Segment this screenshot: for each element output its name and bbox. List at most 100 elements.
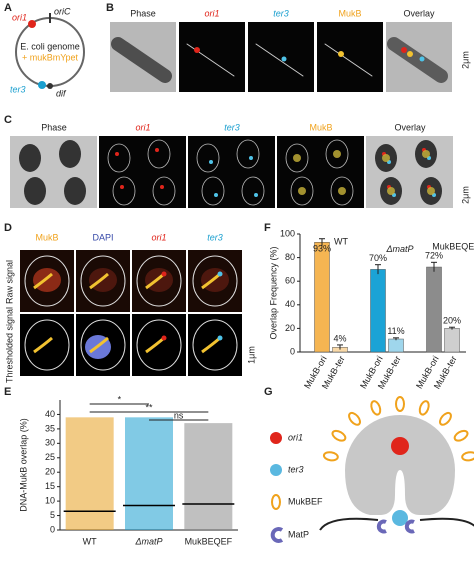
dif-dot: [47, 83, 53, 89]
image: [317, 22, 383, 92]
spot: [155, 148, 159, 152]
column-header: ori1: [204, 8, 219, 18]
label: E. coli genome: [20, 41, 80, 51]
value-label: 70%: [369, 253, 387, 263]
value-label: 20%: [443, 316, 461, 326]
ter-dot: [38, 81, 46, 89]
matp: [376, 519, 387, 534]
letter: G: [264, 386, 273, 398]
cell: [241, 176, 265, 206]
value-label: 72%: [425, 251, 443, 261]
letter: A: [4, 2, 12, 14]
y-tick-label: 15: [45, 481, 55, 491]
distribution: [184, 423, 233, 530]
spot: [293, 154, 301, 162]
image: [132, 314, 186, 376]
column-header: Overlay: [394, 122, 426, 132]
panel-letters: A B C D E F G: [4, 2, 273, 398]
y-tick-label: 40: [45, 409, 55, 419]
column-header: MukB: [338, 8, 361, 18]
spot: [427, 187, 435, 195]
label: + mukBmYpet: [22, 52, 79, 62]
spot: [387, 187, 395, 195]
image: [179, 22, 245, 92]
cell: [285, 143, 309, 173]
image: [20, 314, 74, 376]
panel-a: ori1 oriC E. coli genome + mukBmYpet ter…: [10, 6, 85, 98]
cell: [64, 177, 86, 205]
cell: [59, 140, 81, 168]
mukbef: [438, 411, 452, 426]
mukbef: [418, 400, 430, 416]
significance-label: *: [118, 394, 122, 404]
image: [188, 314, 242, 376]
mukbef-complex: [345, 415, 455, 515]
micrographs: Phase ori1 ter3 MukB Overlay 2μm Phase ori1 ter3…: [10, 8, 470, 376]
x-tick-label: WT: [83, 536, 97, 546]
signal: [33, 336, 53, 354]
label: ter3: [10, 84, 26, 94]
column-header: Phase: [130, 8, 156, 18]
scale-label: 1μm: [246, 346, 256, 364]
spot: [209, 160, 213, 164]
y-axis-label: DNA-MukB overlap (%): [18, 418, 28, 512]
legend-label: MatP: [288, 529, 309, 539]
value-label: 4%: [333, 333, 346, 343]
spot: [298, 187, 306, 195]
spot: [401, 47, 407, 53]
value-label: 11%: [387, 326, 404, 336]
column-header: ter3: [224, 122, 240, 132]
y-tick-label: 100: [280, 228, 295, 238]
mukbef: [348, 411, 362, 426]
letter: B: [106, 2, 114, 14]
mukbef-rings: [322, 396, 474, 534]
significance-label: ns: [174, 410, 184, 420]
spot: [161, 335, 167, 341]
letter: D: [4, 222, 12, 234]
label: ori1: [12, 12, 27, 22]
mukbef: [395, 396, 405, 412]
cell: [192, 255, 238, 307]
y-tick-label: 30: [45, 438, 55, 448]
y-tick-label: 40: [285, 299, 295, 309]
cell: [236, 139, 260, 169]
column-header: MukB: [35, 232, 58, 242]
column-header: ori1: [135, 122, 150, 132]
letter: F: [264, 222, 271, 234]
mukbef: [370, 400, 382, 416]
cell: [19, 144, 41, 172]
letter: C: [4, 114, 12, 126]
column-header: ter3: [273, 8, 289, 18]
signal: [89, 336, 109, 354]
mukbef: [322, 451, 339, 462]
group-label: MukBEQEF: [432, 241, 474, 251]
cell: [152, 176, 176, 206]
y-tick-label: 0: [290, 346, 295, 356]
cell: [325, 139, 349, 169]
y-tick-label: 80: [285, 252, 295, 262]
y-tick-label: 60: [285, 276, 295, 286]
spot: [407, 51, 413, 57]
cell: [112, 176, 136, 206]
mukbef: [461, 451, 474, 462]
group-label: WT: [334, 237, 348, 247]
column-header: Overlay: [403, 8, 435, 18]
y-axis-label: Overlap Frequency (%): [268, 246, 278, 339]
spot: [419, 56, 425, 62]
dna: [319, 517, 474, 531]
image: [248, 22, 314, 92]
cell: [192, 319, 238, 371]
y-tick-label: 35: [45, 423, 55, 433]
spot: [338, 51, 344, 57]
spot: [161, 271, 167, 277]
mukbef: [453, 429, 469, 442]
spot: [160, 185, 164, 189]
cell: [290, 176, 314, 206]
letter: E: [4, 386, 11, 398]
label: dif: [56, 88, 67, 98]
ori-dot: [28, 20, 36, 28]
scale-label: 2μm: [460, 186, 470, 204]
cell: [80, 319, 126, 371]
legend-icon: [271, 494, 281, 510]
